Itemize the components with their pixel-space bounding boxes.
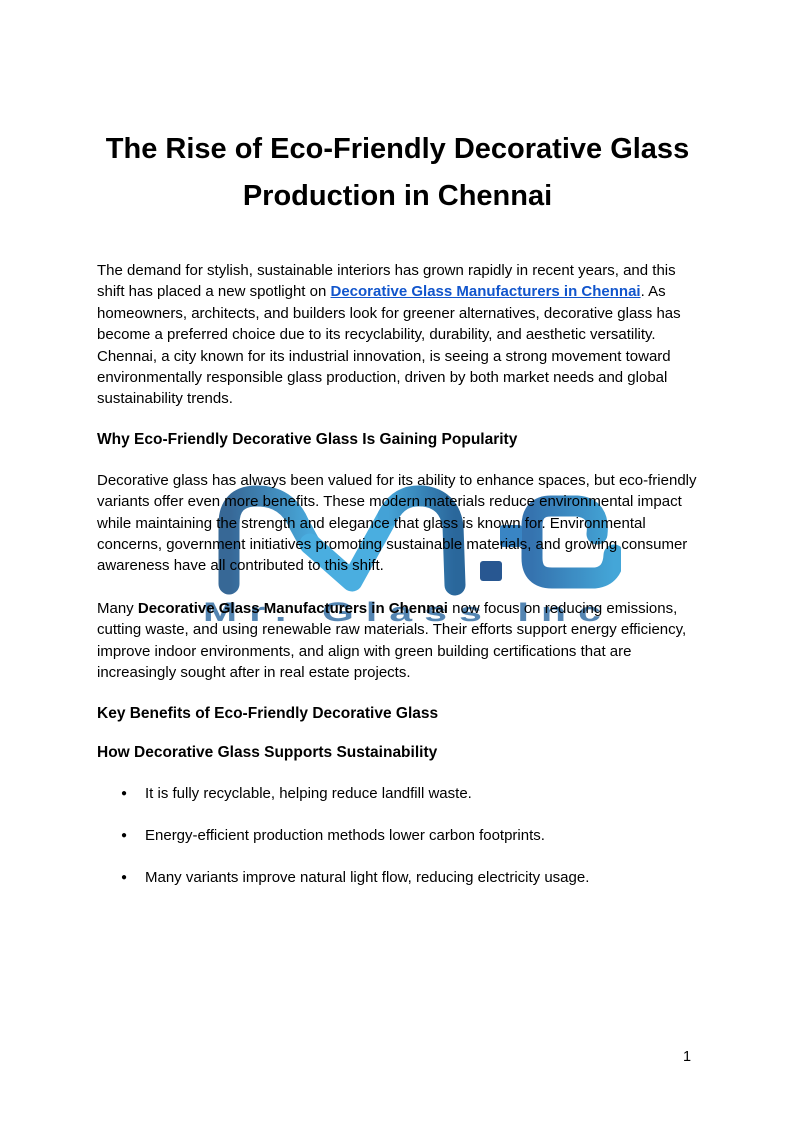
- bold-keyword: Decorative Glass Manufacturers in Chenna…: [137, 599, 448, 617]
- heading-sustainability: How Decorative Glass Supports Sustainabi…: [97, 743, 438, 761]
- page-title: The Rise of Eco-Friendly Decorative Glas…: [105, 133, 690, 212]
- paragraph-text: now focus on reducing emissions, cutting…: [97, 599, 687, 682]
- paragraph-manufacturers: Many Decorative Glass Manufacturers in C…: [97, 598, 698, 684]
- list-item-text: Energy-efficient production methods lowe…: [145, 826, 545, 844]
- paragraph-text: Many: [97, 599, 138, 617]
- manufacturers-link[interactable]: Decorative Glass Manufacturers in Chenna…: [330, 283, 641, 301]
- document-content: The Rise of Eco-Friendly Decorative Glas…: [97, 133, 698, 888]
- list-item: ● Many variants improve natural light flo…: [97, 867, 698, 888]
- paragraph-text: . As homeowners, architects, and builder…: [97, 283, 681, 408]
- monogram-arch-stroke: [218, 485, 321, 595]
- page-number: 1: [683, 1049, 692, 1065]
- watermark-text: Mr. Glass Inc: [203, 597, 613, 627]
- bullet-icon: ●: [121, 871, 128, 883]
- monogram-icon: [218, 485, 621, 596]
- paragraph-popularity: Decorative glass has always been valued …: [97, 471, 697, 575]
- paragraph-intro: The demand for stylish, sustainable inte…: [97, 260, 698, 410]
- heading-popularity: Why Eco-Friendly Decorative Glass Is Gai…: [97, 430, 518, 448]
- bullet-icon: ●: [121, 787, 128, 799]
- monogram-dot: [480, 561, 502, 581]
- heading-key-benefits: Key Benefits of Eco-Friendly Decorative …: [97, 704, 439, 722]
- monogram-square: [500, 525, 522, 547]
- benefits-list: ● It is fully recyclable, helping reduce …: [97, 783, 698, 888]
- bullet-icon: ●: [121, 829, 128, 841]
- monogram-second-arch-stroke: [377, 485, 466, 596]
- paragraph-text: The demand for stylish, sustainable inte…: [97, 262, 676, 301]
- watermark-logo: Mr. Glass Inc: [203, 485, 621, 627]
- monogram-v-stroke: [299, 505, 399, 592]
- list-item: ● It is fully recyclable, helping reduce …: [97, 783, 698, 804]
- list-item-text: Many variants improve natural light flow…: [145, 868, 590, 886]
- list-item: ● Energy-efficient production methods low…: [97, 825, 698, 846]
- monogram-g-stroke: [521, 495, 621, 589]
- list-item-text: It is fully recyclable, helping reduce l…: [145, 784, 472, 802]
